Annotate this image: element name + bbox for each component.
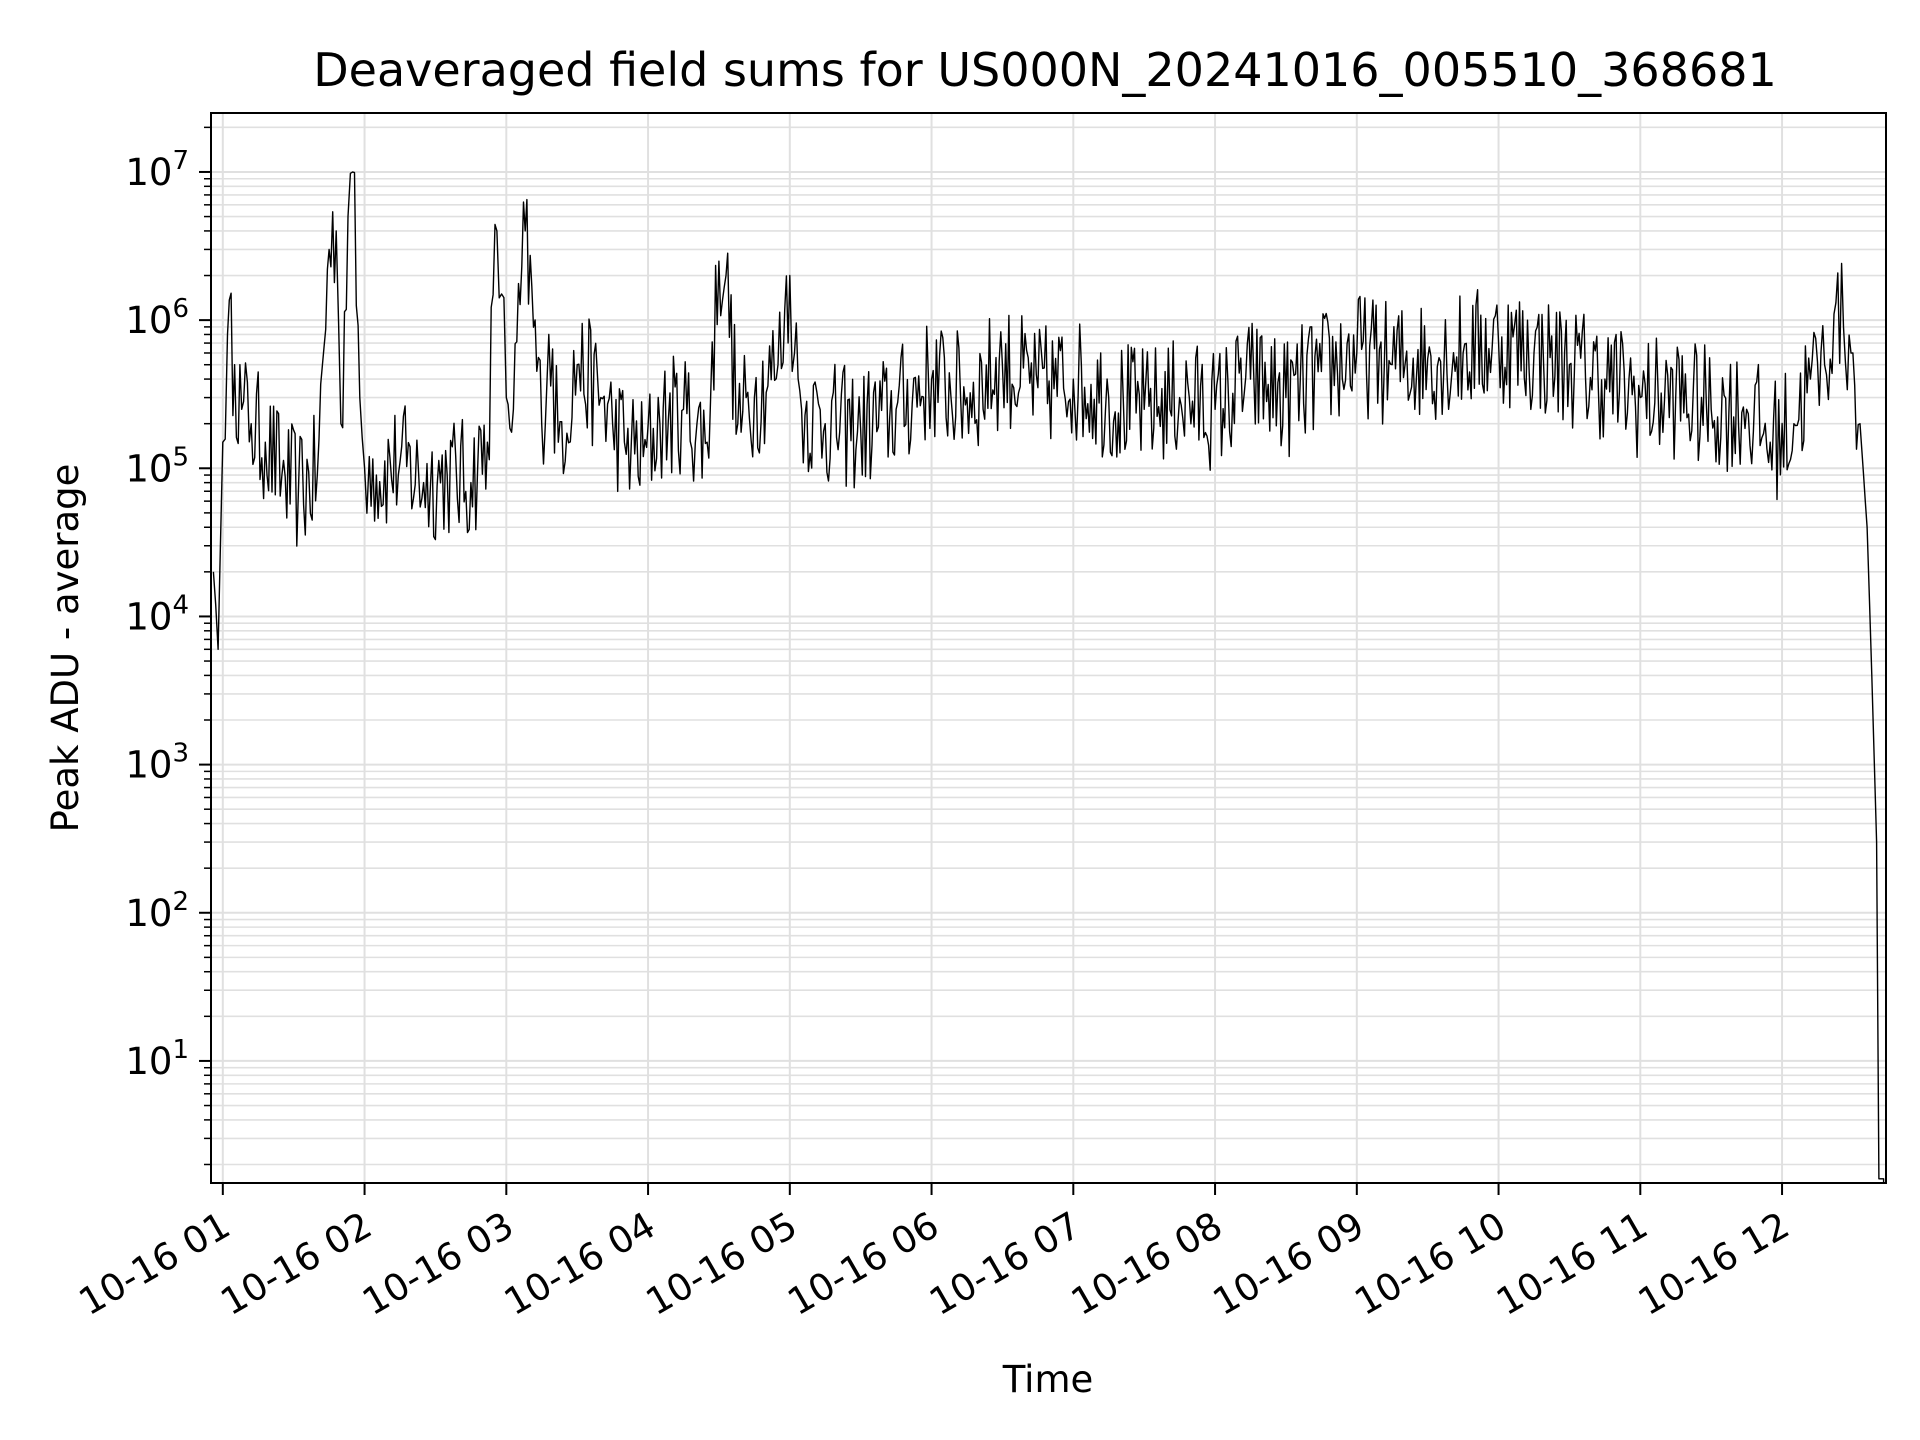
y-tick-label: 107 bbox=[125, 146, 189, 194]
plot-frame bbox=[210, 112, 1887, 1184]
x-axis-label: Time bbox=[1002, 1358, 1094, 1401]
y-tick-label: 106 bbox=[125, 294, 189, 342]
y-axis: 101 102 103 104 105 106 107 bbox=[125, 126, 211, 1166]
x-tick-label: 10-16 09 bbox=[1206, 1204, 1372, 1324]
x-tick-label: 10-16 08 bbox=[1064, 1204, 1230, 1324]
series-group bbox=[212, 171, 1885, 1183]
x-tick-label: 10-16 07 bbox=[922, 1204, 1088, 1324]
y-axis-label: Peak ADU - average bbox=[44, 464, 87, 833]
x-tick-label: 10-16 11 bbox=[1489, 1204, 1655, 1324]
chart-title: Deaveraged field sums for US000N_2024101… bbox=[313, 43, 1777, 97]
y-tick-label: 103 bbox=[125, 739, 189, 787]
x-tick-label: 10-16 06 bbox=[780, 1204, 946, 1324]
x-tick-label: 10-16 10 bbox=[1347, 1204, 1513, 1324]
y-tick-label: 104 bbox=[125, 590, 189, 638]
x-tick-label: 10-16 05 bbox=[639, 1204, 805, 1324]
y-tick-label: 102 bbox=[125, 887, 189, 935]
y-tick-label: 105 bbox=[125, 442, 189, 490]
x-tick-label: 10-16 12 bbox=[1631, 1204, 1797, 1324]
grid bbox=[211, 113, 1886, 1183]
y-tick-label: 101 bbox=[125, 1035, 189, 1083]
x-tick-label: 10-16 02 bbox=[213, 1204, 379, 1324]
series-line bbox=[212, 171, 1885, 1183]
x-tick-label: 10-16 01 bbox=[72, 1204, 238, 1324]
x-tick-label: 10-16 04 bbox=[497, 1204, 663, 1324]
x-tick-label: 10-16 03 bbox=[355, 1204, 521, 1324]
